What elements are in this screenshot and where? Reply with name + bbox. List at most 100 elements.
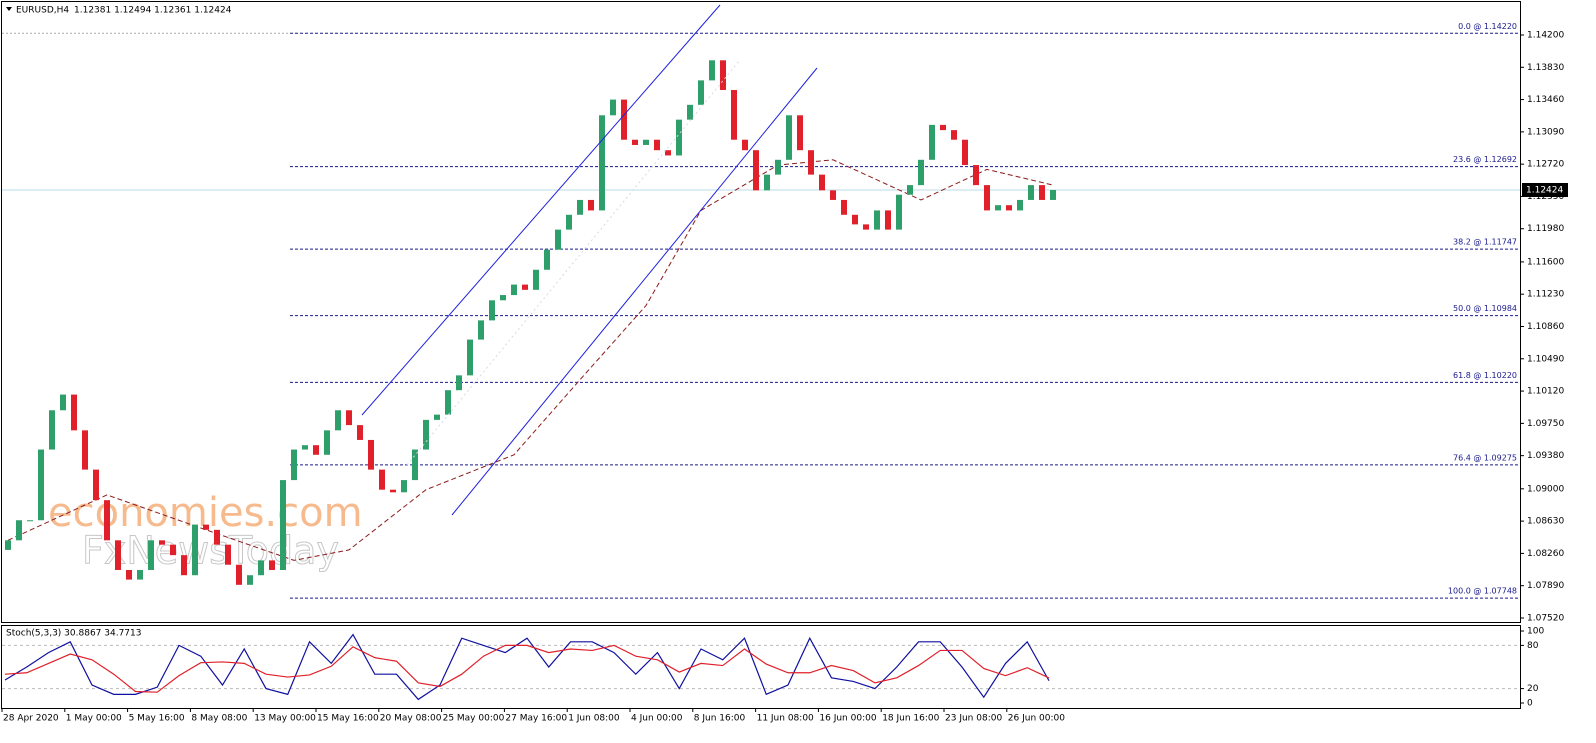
candle (346, 410, 352, 426)
candle (830, 190, 836, 200)
candle (181, 555, 187, 576)
y-tick-label: 1.09000 (1527, 484, 1564, 494)
watermark: FxNewsToday (82, 529, 339, 573)
stoch-frame (1, 625, 1521, 709)
candle (907, 185, 913, 195)
candle (390, 489, 396, 493)
y-tick-label: 0 (1527, 699, 1533, 709)
x-tick-label: 23 Jun 08:00 (945, 714, 1002, 724)
candle (566, 214, 572, 230)
x-tick-label: 25 May 00:00 (443, 714, 505, 724)
y-tick-label: 1.09380 (1527, 451, 1564, 461)
x-tick-label: 15 May 16:00 (317, 714, 379, 724)
candle (555, 229, 561, 250)
candle (434, 414, 440, 420)
candle (698, 80, 704, 105)
y-tick-label: 1.13460 (1527, 95, 1564, 105)
candle (929, 124, 935, 160)
plot (2, 32, 1520, 599)
candle (159, 540, 165, 545)
indicator-title: Stoch(5,3,3) 30.8867 34.7713 (6, 629, 141, 639)
candle (522, 284, 528, 290)
candle (357, 425, 363, 440)
candle (621, 99, 627, 140)
candle (291, 449, 297, 481)
y-tick-label: 1.13830 (1527, 63, 1564, 73)
x-tick-label: 1 Jun 08:00 (568, 714, 620, 724)
candle (269, 560, 275, 570)
x-tick-label: 4 Jun 00:00 (631, 714, 683, 724)
candle (654, 139, 660, 151)
candle (71, 394, 77, 431)
quote: 1.12381 1.12494 1.12361 1.12424 (74, 6, 232, 16)
y-tick-label: 1.07890 (1527, 581, 1564, 591)
candle (731, 89, 737, 140)
candle (973, 165, 979, 186)
candle (874, 210, 880, 230)
candle (192, 524, 198, 576)
candle (225, 544, 231, 565)
y-tick-label: 1.11980 (1527, 224, 1564, 234)
candle (423, 419, 429, 450)
candle (38, 449, 44, 521)
x-tick-label: 20 May 08:00 (380, 714, 442, 724)
candle (203, 524, 209, 530)
candle (236, 564, 242, 585)
candle (599, 115, 605, 211)
candle (27, 520, 33, 522)
fib-label: 50.0 @ 1.10984 (1453, 304, 1517, 313)
candle (170, 544, 176, 556)
y-tick-label: 100 (1527, 627, 1544, 637)
candle (500, 295, 506, 301)
candle (819, 174, 825, 191)
y-tick-label: 1.13090 (1527, 127, 1564, 137)
current-price-box (1522, 182, 1568, 197)
candle (379, 469, 385, 490)
candle (60, 394, 66, 411)
candle (335, 410, 341, 431)
candle (1039, 185, 1045, 200)
candle (797, 115, 803, 151)
candle (951, 130, 957, 140)
candle (445, 390, 451, 415)
candle (126, 569, 132, 580)
candle (533, 269, 539, 290)
channel-mid (406, 59, 741, 466)
candle (896, 194, 902, 230)
candle (665, 150, 671, 156)
fib-label: 23.6 @ 1.12692 (1453, 155, 1517, 164)
channel-line (451, 67, 818, 516)
main-frame (1, 1, 1521, 623)
candle (786, 115, 792, 160)
candle (478, 320, 484, 340)
candle (885, 210, 891, 230)
candle (324, 430, 330, 455)
candle (764, 174, 770, 191)
x-tick-label: 5 May 16:00 (129, 714, 185, 724)
candle (456, 375, 462, 391)
candle (984, 185, 990, 211)
candle (49, 410, 55, 450)
stoch-line (4, 644, 1050, 693)
y-tick-label: 1.11600 (1527, 257, 1564, 267)
candle (258, 560, 264, 576)
candle (643, 139, 649, 145)
x-tick-label: 18 Jun 16:00 (882, 714, 939, 724)
candle (1017, 199, 1023, 211)
y-tick-label: 1.08630 (1527, 517, 1564, 527)
candle (995, 205, 1001, 211)
y-tick-label: 1.11230 (1527, 290, 1564, 300)
x-tick-label: 8 May 08:00 (191, 714, 247, 724)
candle (632, 139, 638, 145)
candle (962, 139, 968, 166)
x-tick-label: 27 May 16:00 (505, 714, 567, 724)
candle (720, 60, 726, 90)
y-tick-label: 80 (1527, 641, 1539, 651)
candle (808, 150, 814, 175)
candle (588, 199, 594, 211)
candle (313, 445, 319, 455)
candle (137, 569, 143, 580)
channel-line (361, 4, 721, 416)
candle (940, 124, 946, 131)
